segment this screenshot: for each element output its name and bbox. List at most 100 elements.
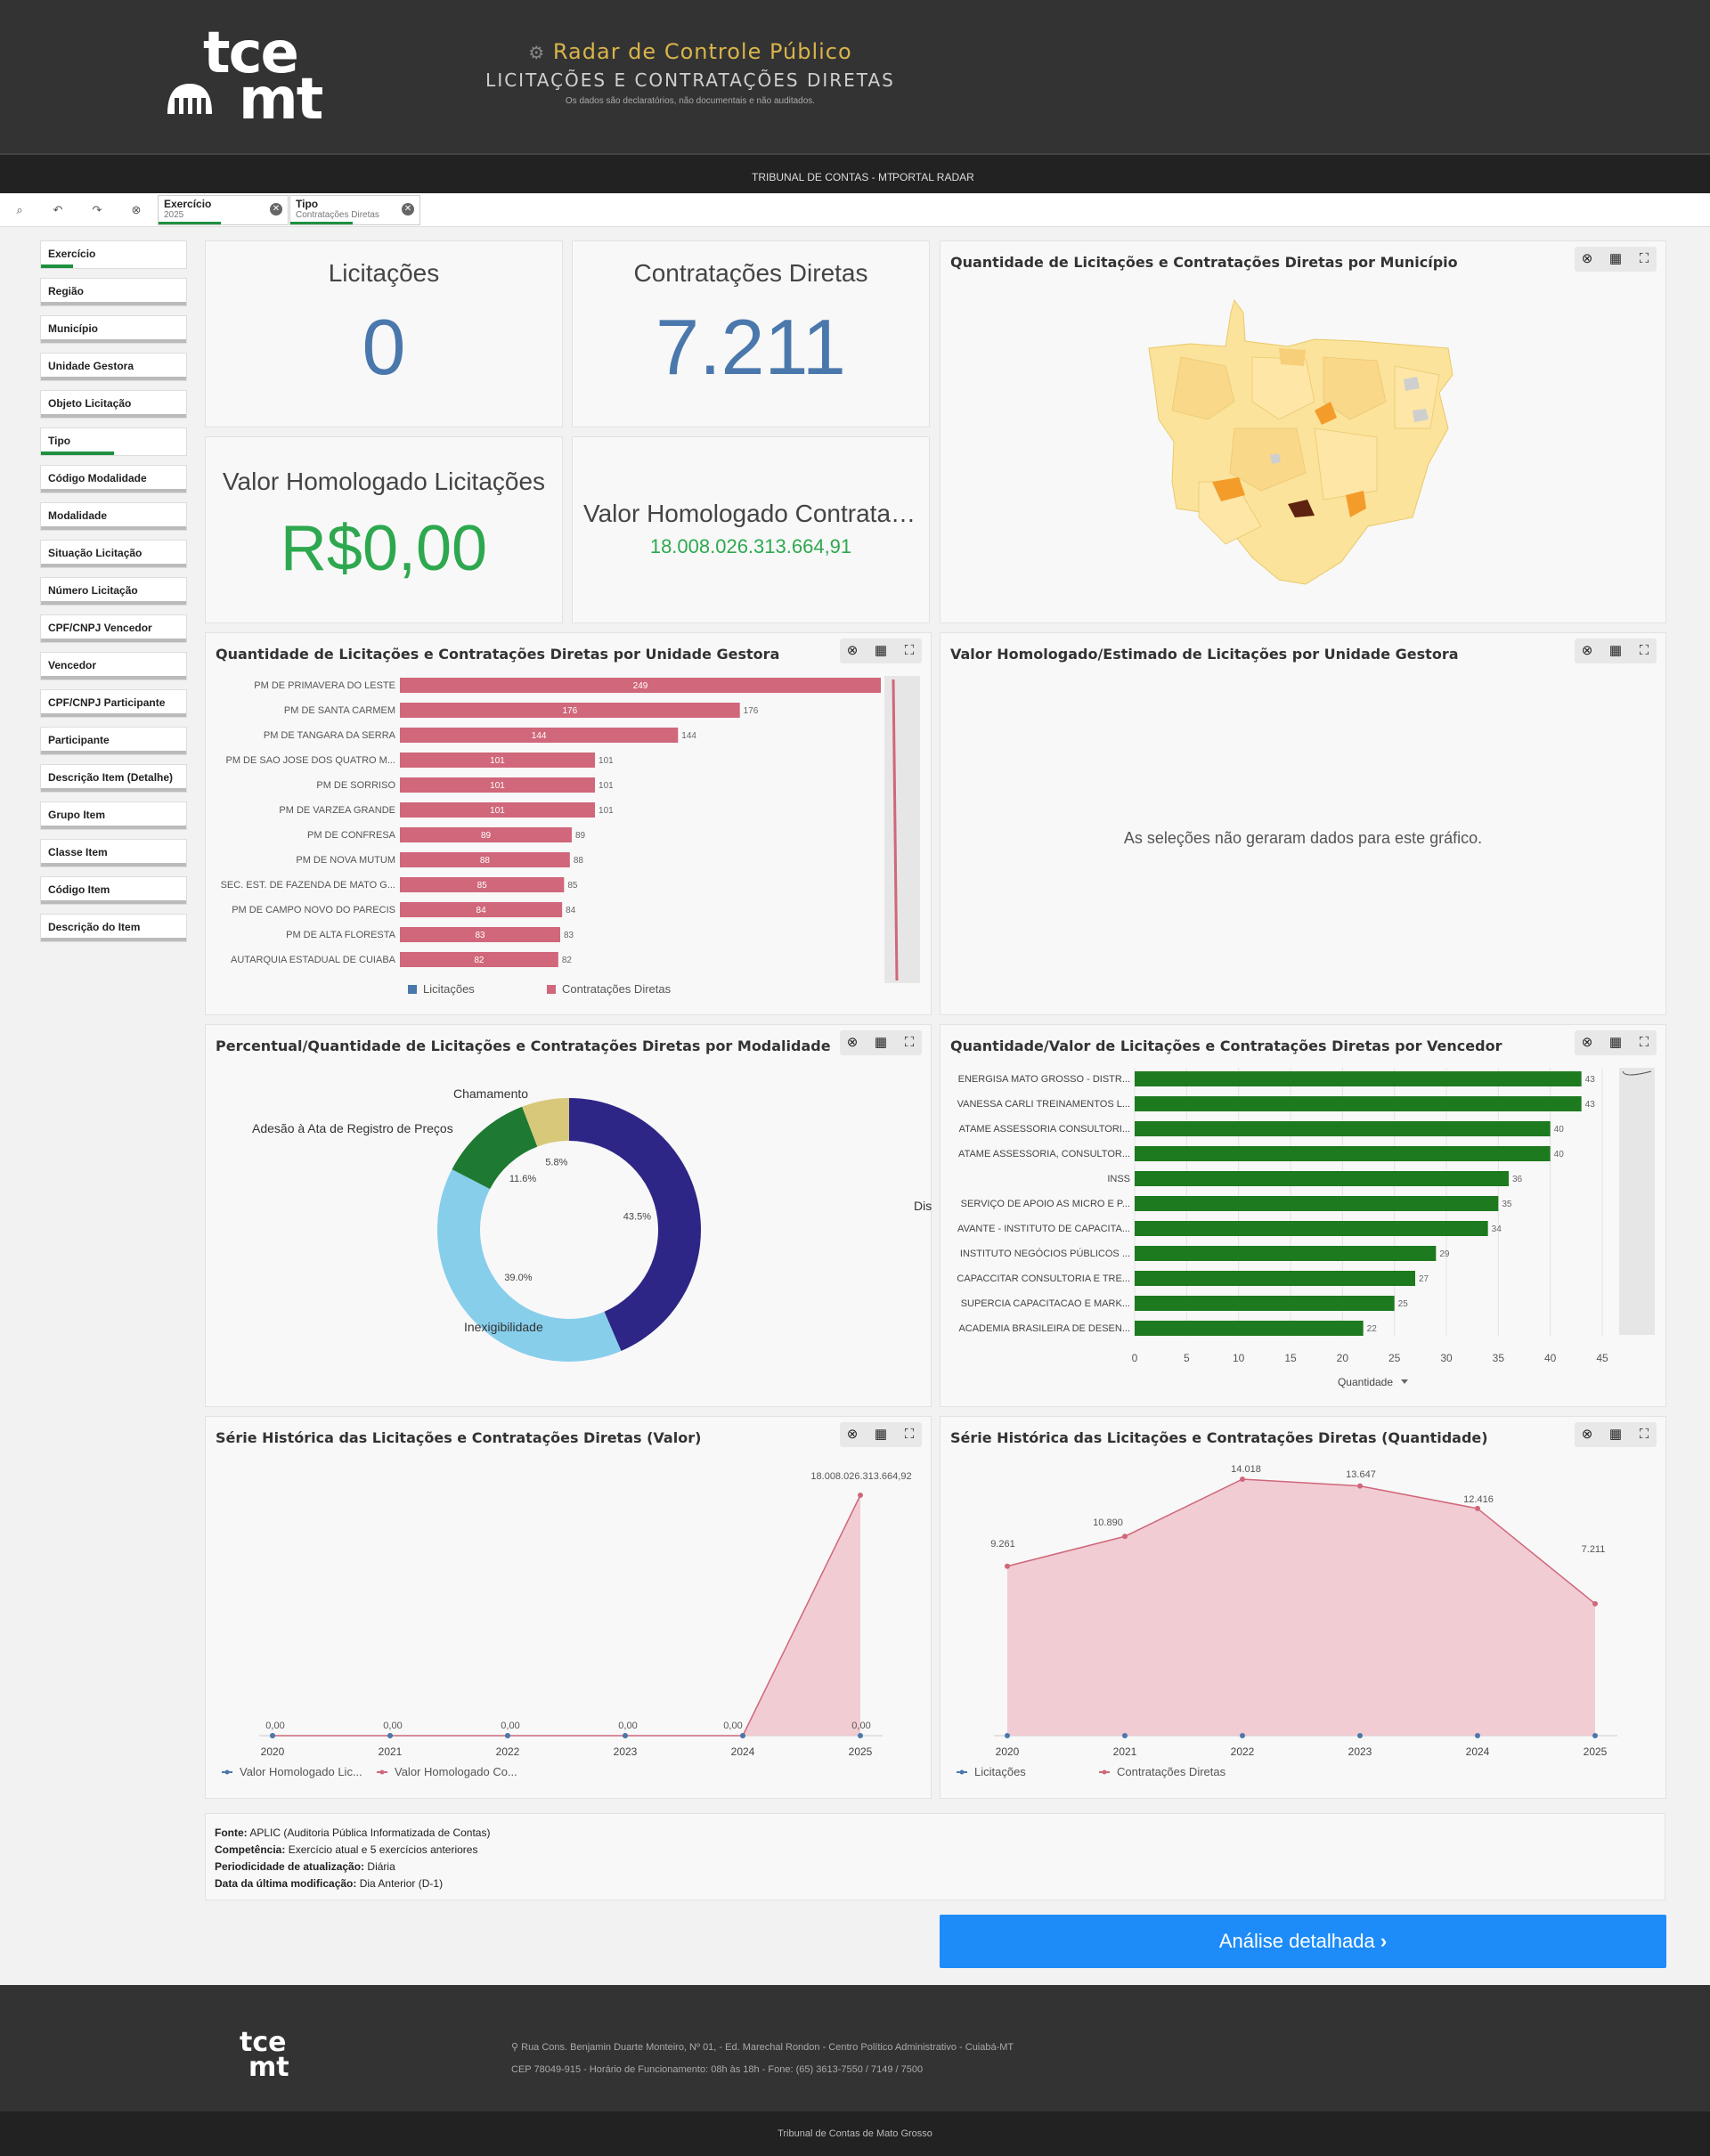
data-point[interactable]	[1005, 1563, 1010, 1569]
category-label[interactable]: ENERGISA MATO GROSSO - DISTR...	[958, 1074, 1130, 1085]
data-point[interactable]	[1122, 1534, 1128, 1540]
category-label[interactable]: AVANTE - INSTITUTO DE CAPACITA...	[957, 1224, 1130, 1234]
bar[interactable]	[1135, 1221, 1488, 1236]
clear-selection-icon[interactable]: ✕	[402, 203, 414, 216]
step-forward-icon[interactable]: ↷	[92, 203, 102, 216]
table-view-icon[interactable]: ▦	[1608, 643, 1623, 658]
donut-slice[interactable]	[522, 1098, 569, 1147]
donut-slice[interactable]	[452, 1106, 538, 1190]
filter-participante[interactable]: Participante	[40, 727, 187, 755]
category-label[interactable]: PM DE SANTA CARMEM	[284, 705, 395, 716]
close-icon[interactable]: ⊗	[1581, 1035, 1593, 1050]
data-point-lic[interactable]	[1122, 1733, 1128, 1738]
filter-numero-licitacao[interactable]: Número Licitação	[40, 577, 187, 606]
data-point-lic[interactable]	[1357, 1733, 1363, 1738]
data-point-lic[interactable]	[740, 1733, 745, 1738]
municipality-map[interactable]	[1145, 295, 1466, 598]
close-icon[interactable]: ⊗	[1581, 643, 1593, 658]
data-point[interactable]	[1475, 1505, 1480, 1511]
category-label[interactable]: PM DE TANGARA DA SERRA	[264, 730, 396, 741]
bar[interactable]	[1135, 1196, 1499, 1211]
data-point-lic[interactable]	[1592, 1733, 1598, 1738]
selection-chip-tipo[interactable]: Tipo Contratações Diretas ✕	[289, 195, 420, 225]
filter-descricao-do-item[interactable]: Descrição do Item	[40, 914, 187, 942]
analise-detalhada-button[interactable]: Análise detalhada ›	[940, 1915, 1666, 1968]
data-point-lic[interactable]	[623, 1733, 628, 1738]
bar[interactable]	[1135, 1096, 1582, 1111]
data-point[interactable]	[1357, 1483, 1363, 1489]
bar[interactable]	[400, 902, 563, 917]
fullscreen-icon[interactable]: ⛶	[1639, 1427, 1649, 1442]
filter-situacao-licitacao[interactable]: Situação Licitação	[40, 540, 187, 568]
category-label[interactable]: SUPERCIA CAPACITACAO E MARK...	[961, 1298, 1130, 1309]
serie-quantidade-chart[interactable]: 2020 2021 2022 2023 2024 2025 9.261 10.890 14.01…	[940, 1417, 1667, 1800]
filter-exercicio[interactable]: Exercício	[40, 240, 187, 269]
bar[interactable]	[1135, 1246, 1437, 1261]
filter-modalidade[interactable]: Modalidade	[40, 502, 187, 531]
bar[interactable]	[1135, 1071, 1582, 1086]
bar[interactable]	[400, 728, 679, 743]
fullscreen-icon[interactable]: ⛶	[1639, 643, 1649, 658]
data-point-lic[interactable]	[858, 1733, 863, 1738]
bar[interactable]	[400, 852, 570, 867]
vencedor-bar-chart[interactable]: 0 5 10 15 20 25 30 35 40 45 ENERGISA MATO GROSSO -…	[940, 1025, 1667, 1408]
scrollbar-track[interactable]	[1619, 1068, 1655, 1335]
category-label[interactable]: PM DE CONFRESA	[307, 830, 396, 841]
fullscreen-icon[interactable]: ⛶	[904, 1427, 915, 1442]
bar[interactable]	[1135, 1121, 1551, 1136]
table-view-icon[interactable]: ▦	[874, 1035, 888, 1050]
category-label[interactable]: VANESSA CARLI TREINAMENTOS L...	[957, 1099, 1130, 1110]
category-label[interactable]: CAPACCITAR CONSULTORIA E TRE...	[957, 1273, 1130, 1284]
category-label[interactable]: PM DE PRIMAVERA DO LESTE	[254, 680, 395, 691]
donut-slice[interactable]	[569, 1098, 702, 1351]
bar[interactable]	[400, 777, 596, 793]
filter-cpf-cnpj-participante[interactable]: CPF/CNPJ Participante	[40, 689, 187, 718]
category-label[interactable]: SERVIÇO DE APOIO AS MICRO E P...	[961, 1199, 1130, 1209]
category-label[interactable]: INSS	[1107, 1174, 1130, 1184]
filter-objeto-licitacao[interactable]: Objeto Licitação	[40, 390, 187, 419]
smart-search-icon[interactable]: ⌕	[16, 203, 23, 216]
table-view-icon[interactable]: ▦	[874, 1427, 888, 1442]
data-point-lic[interactable]	[1240, 1733, 1245, 1738]
bar[interactable]	[400, 802, 596, 818]
modalidade-donut-chart[interactable]: 43.5% Dispensa 39.0% Inexigibilidade 11.6% Ad…	[206, 1025, 932, 1408]
fullscreen-icon[interactable]: ⛶	[904, 643, 915, 658]
bar[interactable]	[400, 877, 565, 892]
bar[interactable]	[1135, 1146, 1551, 1161]
bar[interactable]	[400, 703, 740, 718]
nav-link-tribunal[interactable]: TRIBUNAL DE CONTAS - MT	[752, 171, 894, 183]
category-label[interactable]: AUTARQUIA ESTADUAL DE CUIABA	[231, 955, 396, 965]
bar[interactable]	[1135, 1171, 1509, 1186]
bar[interactable]	[400, 678, 881, 693]
bar[interactable]	[400, 753, 596, 768]
area-fill[interactable]	[1007, 1479, 1595, 1736]
footer-logo[interactable]: tce mt	[227, 2030, 289, 2081]
category-label[interactable]: PM DE VARZEA GRANDE	[279, 805, 395, 816]
filter-municipio[interactable]: Município	[40, 315, 187, 344]
category-label[interactable]: SEC. EST. DE FAZENDA DE MATO G...	[221, 880, 395, 891]
kpi-licitacoes[interactable]: Licitações 0	[205, 240, 563, 427]
data-point-lic[interactable]	[505, 1733, 510, 1738]
filter-classe-item[interactable]: Classe Item	[40, 839, 187, 867]
kpi-valor-homologado-licitacoes[interactable]: Valor Homologado Licitações R$0,00	[205, 436, 563, 623]
filter-cpf-cnpj-vencedor[interactable]: CPF/CNPJ Vencedor	[40, 614, 187, 643]
category-label[interactable]: ACADEMIA BRASILEIRA DE DESEN...	[958, 1323, 1130, 1334]
filter-tipo[interactable]: Tipo	[40, 427, 187, 456]
close-icon[interactable]: ⊗	[1581, 251, 1593, 266]
data-point-lic[interactable]	[1475, 1733, 1480, 1738]
clear-all-icon[interactable]: ⊗	[131, 203, 142, 216]
selection-chip-exercicio[interactable]: Exercício 2025 ✕	[158, 195, 289, 225]
table-view-icon[interactable]: ▦	[1608, 251, 1623, 266]
category-label[interactable]: PM DE SAO JOSE DOS QUATRO M...	[226, 755, 396, 766]
nav-link-portal-radar[interactable]: PORTAL RADAR	[892, 171, 974, 183]
data-point[interactable]	[1240, 1477, 1245, 1482]
category-label[interactable]: PM DE NOVA MUTUM	[296, 855, 395, 866]
data-point[interactable]	[858, 1493, 863, 1498]
close-icon[interactable]: ⊗	[846, 643, 859, 658]
close-icon[interactable]: ⊗	[1581, 1427, 1593, 1442]
fullscreen-icon[interactable]: ⛶	[1639, 251, 1649, 266]
table-view-icon[interactable]: ▦	[874, 643, 888, 658]
clear-selection-icon[interactable]: ✕	[270, 203, 282, 216]
bar[interactable]	[1135, 1296, 1395, 1311]
category-label[interactable]: PM DE SORRISO	[316, 780, 395, 791]
